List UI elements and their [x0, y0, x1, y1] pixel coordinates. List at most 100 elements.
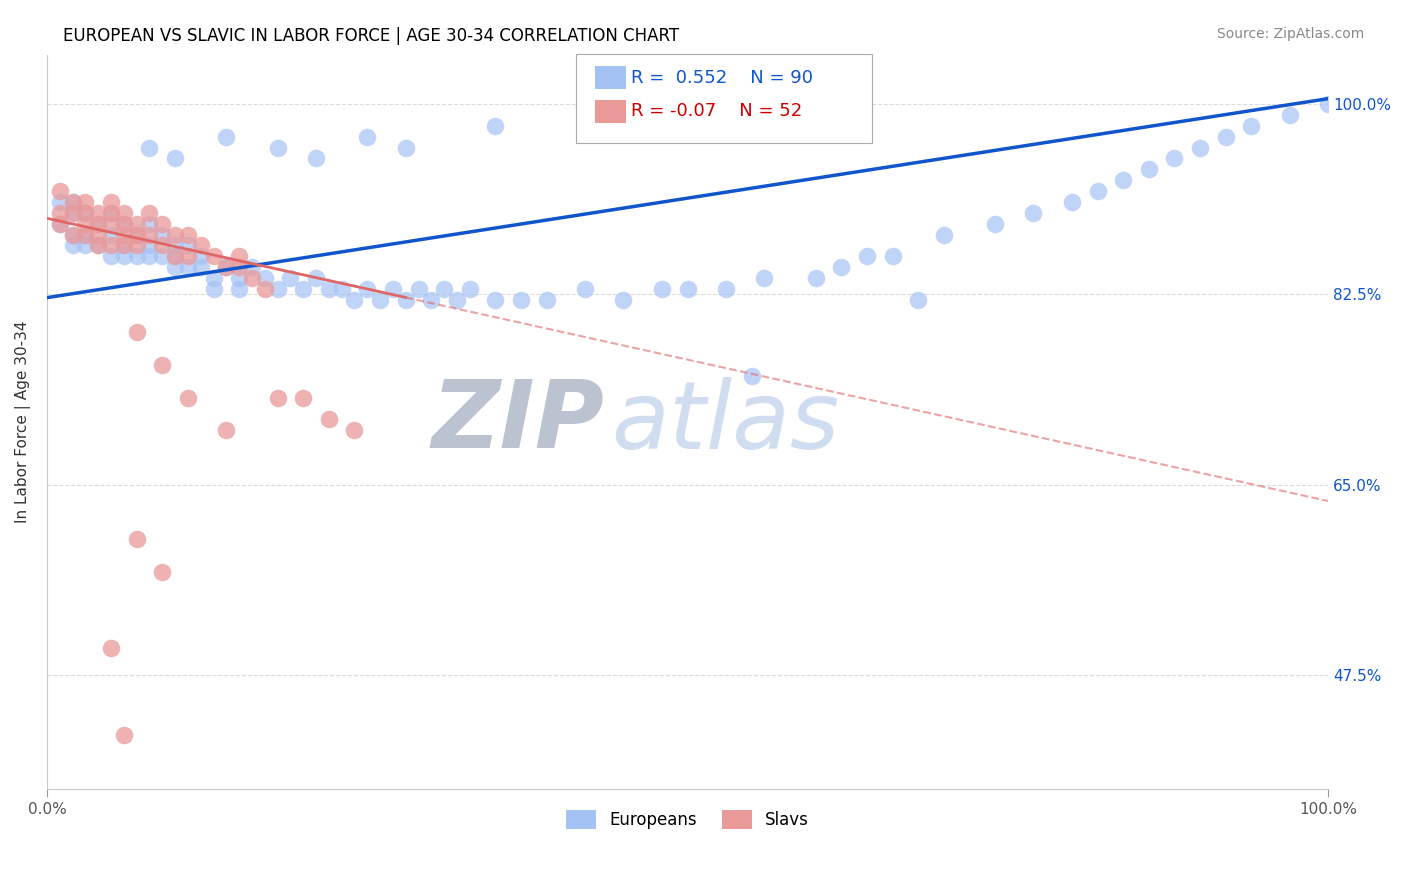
Point: [240, 271, 263, 285]
Point: [932, 227, 955, 242]
Point: [228, 260, 250, 275]
Text: ZIP: ZIP: [432, 376, 605, 468]
Point: [87, 238, 110, 252]
Point: [100, 249, 122, 263]
Point: [138, 140, 160, 154]
Point: [100, 217, 122, 231]
Point: [150, 249, 173, 263]
Point: [125, 238, 148, 252]
Point: [1278, 108, 1301, 122]
Point: [62, 194, 84, 209]
Point: [266, 140, 288, 154]
Point: [177, 238, 200, 252]
Point: [150, 227, 173, 242]
Point: [305, 152, 328, 166]
Point: [228, 249, 250, 263]
Point: [253, 271, 276, 285]
Point: [165, 249, 187, 263]
Point: [49, 194, 72, 209]
Point: [395, 140, 418, 154]
Point: [484, 119, 506, 133]
Point: [395, 293, 418, 307]
Point: [651, 282, 673, 296]
Point: [125, 217, 148, 231]
Point: [343, 423, 366, 437]
Point: [368, 293, 391, 307]
Point: [165, 260, 187, 275]
Point: [1240, 119, 1263, 133]
Point: [112, 238, 135, 252]
Text: EUROPEAN VS SLAVIC IN LABOR FORCE | AGE 30-34 CORRELATION CHART: EUROPEAN VS SLAVIC IN LABOR FORCE | AGE …: [63, 27, 679, 45]
Point: [1189, 140, 1212, 154]
Point: [62, 238, 84, 252]
Point: [458, 282, 481, 296]
Point: [1137, 162, 1160, 177]
Point: [356, 129, 378, 144]
Point: [165, 249, 187, 263]
Point: [165, 152, 187, 166]
Point: [343, 293, 366, 307]
Point: [177, 391, 200, 405]
Point: [150, 565, 173, 579]
Point: [125, 326, 148, 340]
Point: [754, 271, 776, 285]
Point: [202, 271, 225, 285]
Point: [165, 238, 187, 252]
Text: R = -0.07    N = 52: R = -0.07 N = 52: [631, 103, 803, 120]
Point: [1163, 152, 1185, 166]
Point: [856, 249, 879, 263]
Point: [49, 217, 72, 231]
Point: [112, 206, 135, 220]
Point: [266, 391, 288, 405]
Point: [100, 227, 122, 242]
Point: [305, 271, 328, 285]
Point: [177, 249, 200, 263]
Point: [100, 206, 122, 220]
Point: [62, 206, 84, 220]
Point: [112, 217, 135, 231]
Point: [75, 206, 97, 220]
Point: [87, 217, 110, 231]
Point: [87, 238, 110, 252]
Point: [318, 282, 340, 296]
Point: [150, 358, 173, 372]
Point: [420, 293, 443, 307]
Point: [741, 368, 763, 383]
Point: [87, 206, 110, 220]
Point: [215, 260, 238, 275]
Point: [177, 260, 200, 275]
Point: [75, 227, 97, 242]
Point: [228, 271, 250, 285]
Point: [446, 293, 468, 307]
Point: [280, 271, 302, 285]
Legend: Europeans, Slavs: Europeans, Slavs: [560, 804, 815, 836]
Point: [150, 238, 173, 252]
Point: [125, 227, 148, 242]
Point: [100, 238, 122, 252]
Point: [100, 640, 122, 655]
Point: [62, 206, 84, 220]
Point: [112, 227, 135, 242]
Point: [100, 206, 122, 220]
Point: [177, 227, 200, 242]
Point: [87, 227, 110, 242]
Point: [49, 184, 72, 198]
Point: [228, 282, 250, 296]
Point: [75, 238, 97, 252]
Point: [202, 249, 225, 263]
Point: [266, 282, 288, 296]
Point: [1215, 129, 1237, 144]
Point: [356, 282, 378, 296]
Point: [150, 217, 173, 231]
Point: [49, 217, 72, 231]
Point: [112, 728, 135, 742]
Point: [125, 227, 148, 242]
Point: [215, 129, 238, 144]
Point: [75, 227, 97, 242]
Point: [612, 293, 634, 307]
Point: [138, 227, 160, 242]
Point: [215, 260, 238, 275]
Point: [510, 293, 533, 307]
Text: Source: ZipAtlas.com: Source: ZipAtlas.com: [1216, 27, 1364, 41]
Point: [536, 293, 558, 307]
